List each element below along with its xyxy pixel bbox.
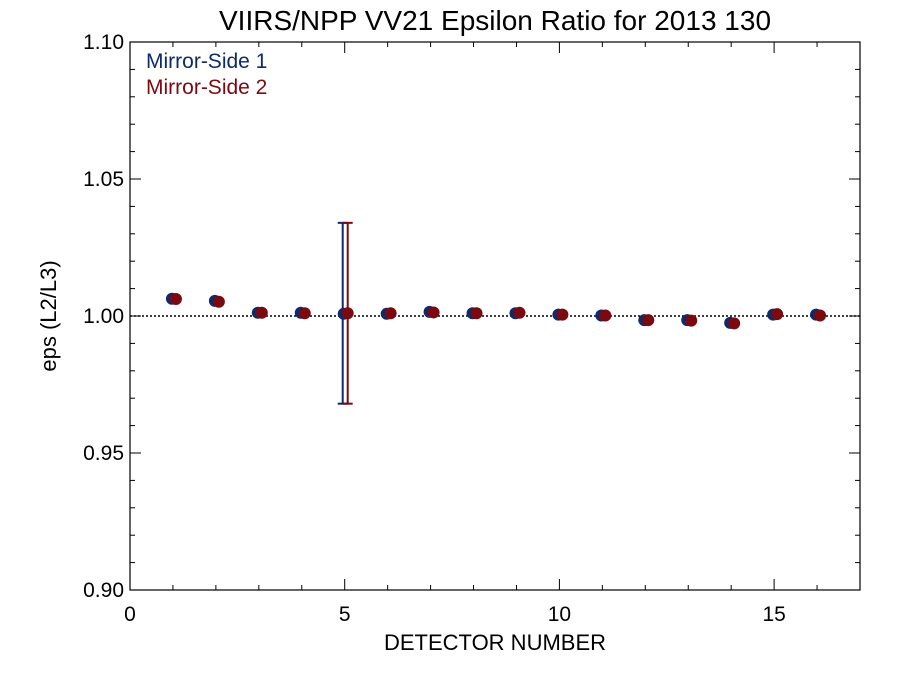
data-point [255, 306, 268, 319]
data-point [728, 317, 741, 330]
y-tick-label: 0.90 [83, 579, 124, 602]
data-point [384, 307, 397, 320]
x-tick-label: 15 [762, 603, 785, 626]
y-tick-label: 0.95 [83, 442, 124, 465]
legend: Mirror-Side 1 Mirror-Side 2 [146, 50, 267, 99]
data-point-layer [165, 292, 827, 330]
chart-title: VIIRS/NPP VV21 Epsilon Ratio for 2013 13… [219, 5, 771, 36]
x-tick-label: 5 [339, 603, 351, 626]
data-point [685, 314, 698, 327]
data-point [169, 293, 182, 306]
x-tick-label: 0 [124, 603, 136, 626]
data-point [556, 308, 569, 321]
y-tick-label: 1.10 [83, 31, 124, 54]
data-point [814, 309, 827, 322]
data-point [427, 306, 440, 319]
data-point [341, 307, 354, 320]
y-axis-label: eps (L2/L3) [36, 260, 61, 371]
x-axis-label: DETECTOR NUMBER [384, 630, 606, 655]
data-point [212, 295, 225, 308]
data-point [642, 314, 655, 327]
legend-entry: Mirror-Side 1 [146, 50, 267, 73]
legend-entry: Mirror-Side 2 [146, 76, 267, 99]
data-point [513, 306, 526, 319]
y-tick-label: 1.05 [83, 168, 124, 191]
data-point [771, 308, 784, 321]
data-point [470, 307, 483, 320]
x-tick-label: 10 [548, 603, 571, 626]
data-point [298, 307, 311, 320]
axes: 0 5 10 15 0.90 0.95 1.00 1.05 1.10 [83, 31, 861, 626]
y-tick-label: 1.00 [83, 305, 124, 328]
data-point [599, 309, 612, 322]
